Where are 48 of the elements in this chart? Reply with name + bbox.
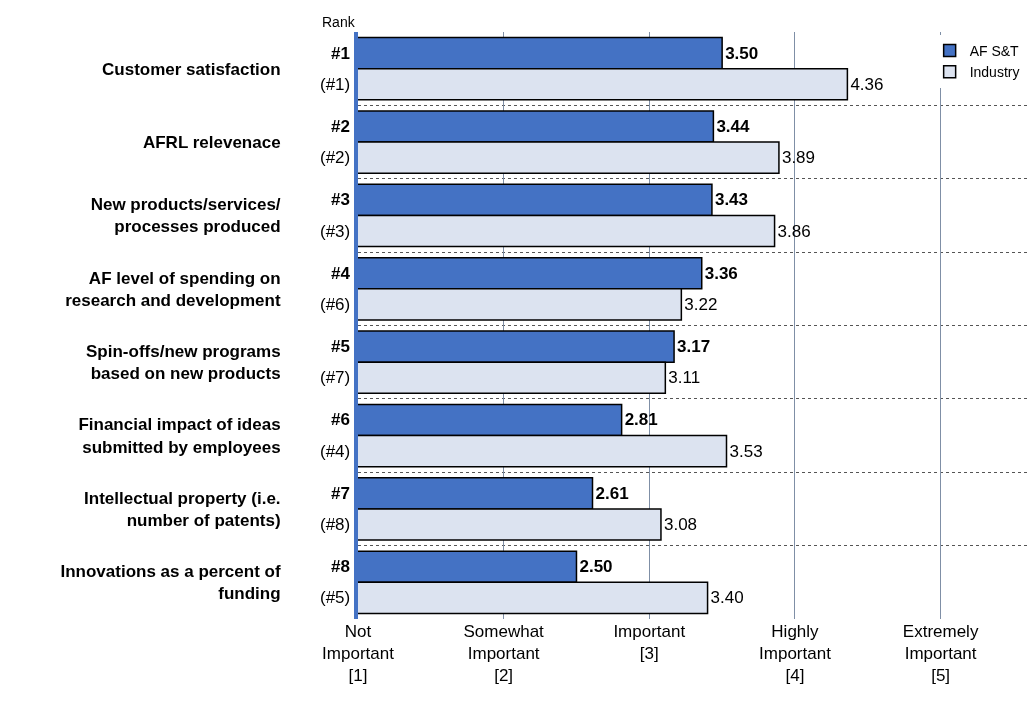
annotation: #5 (331, 337, 350, 356)
data-label: 3.40 (710, 588, 744, 608)
x-tick-label: Important [3] (613, 622, 686, 664)
annotation: #7 (331, 484, 350, 503)
annotation: (#4) (320, 442, 351, 461)
data-label: 2.50 (579, 557, 613, 577)
text: Rank (322, 14, 356, 30)
y-tick-label: Spin-offs/new programs based on new products (86, 342, 281, 384)
data-label: 3.53 (729, 441, 763, 461)
x-tick-label: Not Important [1] (322, 622, 395, 686)
y-tick-label: AF level of spending on research and development (65, 268, 281, 310)
annotation: #6 (331, 410, 350, 429)
data-label: 3.44 (716, 116, 751, 136)
data-label: 4.36 (850, 74, 884, 94)
data-label: 3.43 (714, 190, 749, 210)
x-tick-label: Somewhat Important [2] (463, 622, 545, 686)
y-tick-label: New products/services/ processes produced (90, 195, 281, 237)
annotation: (#7) (320, 368, 351, 387)
data-label: 3.50 (725, 43, 759, 63)
y-tick-label: Customer satisfaction (102, 59, 281, 79)
annotation: #2 (331, 117, 350, 136)
annotation: #8 (331, 557, 350, 576)
y-tick-label: AFRL relevenace (142, 133, 281, 153)
y-tick-label: Intellectual property (i.e. number of patents) (84, 488, 281, 530)
annotation: (#5) (320, 588, 351, 607)
data-label: 3.08 (663, 515, 698, 535)
data-label: 3.11 (668, 368, 701, 388)
data-label: 2.61 (595, 483, 629, 503)
annotation: #4 (331, 264, 351, 283)
annotation: (#3) (320, 222, 351, 241)
x-tick-label: Extremely Important [5] (902, 622, 979, 686)
data-label: 3.22 (684, 294, 718, 314)
annotation: #3 (331, 190, 350, 209)
data-label: 3.36 (704, 263, 738, 283)
legend-label: AF S&T (969, 43, 1020, 59)
annotation: (#8) (320, 515, 351, 534)
y-tick-label: Innovations as a percent of funding (60, 562, 281, 604)
data-label: 3.86 (777, 221, 811, 241)
legend-label: Industry (969, 64, 1020, 81)
data-label: 2.81 (624, 410, 658, 430)
annotation: #1 (331, 44, 350, 63)
y-tick-label: Financial impact of ideas submitted by employees (78, 415, 281, 457)
annotation: (#1) (320, 75, 351, 94)
annotation: (#2) (320, 148, 351, 167)
x-tick-label: Highly Important [4] (759, 622, 832, 686)
data-label: 3.89 (781, 148, 816, 168)
annotation: (#6) (320, 295, 351, 314)
data-label: 3.17 (677, 337, 711, 357)
